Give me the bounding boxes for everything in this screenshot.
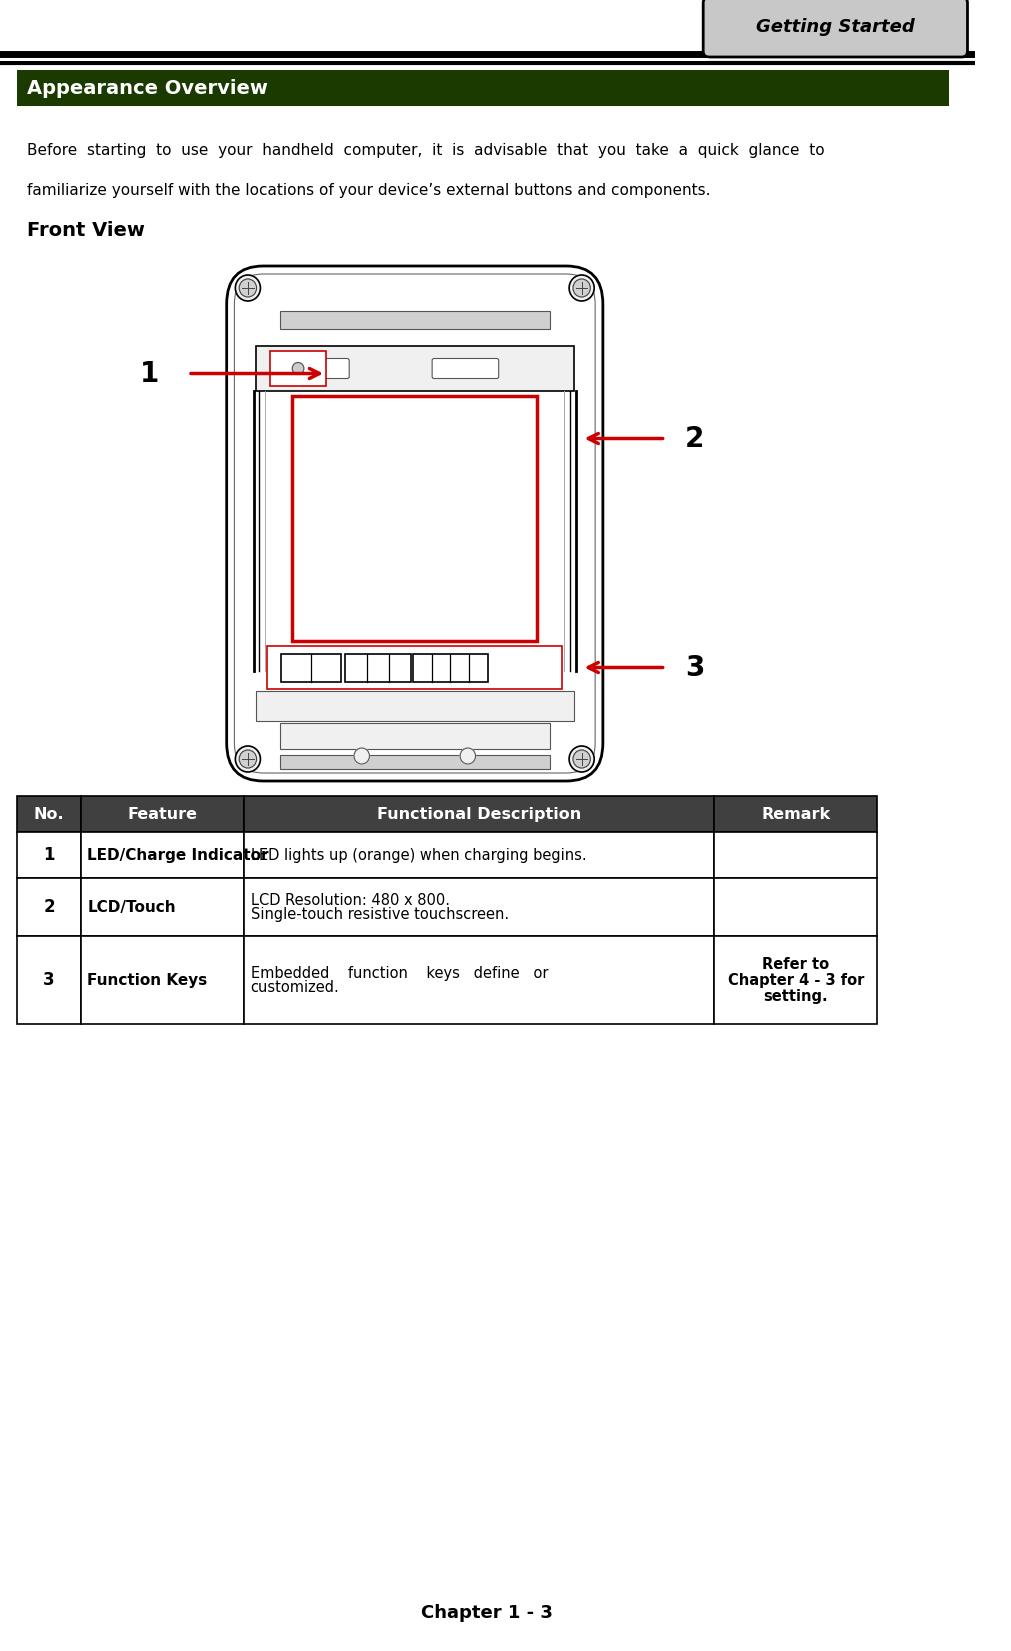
- Bar: [281, 654, 341, 682]
- Bar: [256, 347, 574, 391]
- Text: Chapter 4 - 3 for: Chapter 4 - 3 for: [728, 972, 864, 987]
- Circle shape: [236, 276, 261, 300]
- Circle shape: [236, 746, 261, 773]
- Bar: [715, 936, 878, 1024]
- Bar: [412, 654, 488, 682]
- Text: Chapter 1 - 3: Chapter 1 - 3: [422, 1605, 553, 1621]
- Circle shape: [569, 746, 594, 773]
- Bar: [715, 878, 878, 936]
- Bar: [81, 878, 244, 936]
- Bar: [244, 796, 715, 832]
- Circle shape: [240, 279, 257, 297]
- Bar: [346, 654, 410, 682]
- Circle shape: [354, 748, 369, 764]
- Text: Embedded    function    keys   define   or: Embedded function keys define or: [251, 966, 548, 981]
- Text: familiarize yourself with the locations of your device’s external buttons and co: familiarize yourself with the locations …: [27, 183, 711, 198]
- FancyBboxPatch shape: [226, 266, 603, 781]
- Text: LCD/Touch: LCD/Touch: [88, 900, 176, 915]
- Circle shape: [569, 276, 594, 300]
- FancyBboxPatch shape: [283, 358, 349, 378]
- FancyBboxPatch shape: [704, 0, 968, 58]
- Bar: [715, 832, 878, 878]
- Bar: [17, 796, 81, 832]
- Text: Functional Description: Functional Description: [377, 806, 581, 822]
- Text: Getting Started: Getting Started: [756, 18, 915, 36]
- Text: LED lights up (orange) when charging begins.: LED lights up (orange) when charging beg…: [251, 847, 586, 862]
- Circle shape: [573, 279, 590, 297]
- Text: Feature: Feature: [127, 806, 197, 822]
- Circle shape: [240, 750, 257, 768]
- Text: LED/Charge Indicator: LED/Charge Indicator: [88, 847, 269, 862]
- Bar: [244, 832, 715, 878]
- Text: 1: 1: [43, 845, 55, 863]
- Bar: [292, 396, 537, 641]
- Text: Remark: Remark: [761, 806, 830, 822]
- Bar: [280, 755, 550, 769]
- Bar: [280, 310, 550, 329]
- Text: Front View: Front View: [27, 221, 145, 239]
- Text: customized.: customized.: [251, 979, 340, 994]
- Bar: [280, 723, 550, 750]
- Bar: [244, 878, 715, 936]
- Text: LCD Resolution: 480 x 800.: LCD Resolution: 480 x 800.: [251, 893, 450, 908]
- Bar: [81, 936, 244, 1024]
- Bar: [81, 796, 244, 832]
- FancyBboxPatch shape: [432, 358, 498, 378]
- Bar: [17, 878, 81, 936]
- Text: Function Keys: Function Keys: [88, 972, 207, 987]
- Text: 1: 1: [140, 360, 159, 388]
- Text: Before  starting  to  use  your  handheld  computer,  it  is  advisable  that  y: Before starting to use your handheld com…: [27, 144, 825, 158]
- Bar: [17, 69, 949, 106]
- Bar: [256, 692, 574, 721]
- Text: 2: 2: [43, 898, 55, 916]
- Text: Refer to: Refer to: [762, 956, 829, 971]
- Bar: [81, 832, 244, 878]
- Text: No.: No.: [33, 806, 65, 822]
- Circle shape: [460, 748, 475, 764]
- Bar: [244, 936, 715, 1024]
- Text: setting.: setting.: [763, 989, 828, 1004]
- Bar: [267, 646, 562, 688]
- Bar: [17, 832, 81, 878]
- Text: 3: 3: [684, 654, 705, 682]
- Text: 3: 3: [43, 971, 55, 989]
- Bar: [715, 796, 878, 832]
- Text: Single-touch resistive touchscreen.: Single-touch resistive touchscreen.: [251, 906, 509, 921]
- Text: 2: 2: [684, 424, 705, 452]
- Circle shape: [292, 363, 304, 375]
- Text: Appearance Overview: Appearance Overview: [27, 79, 268, 97]
- Circle shape: [573, 750, 590, 768]
- Bar: [270, 352, 326, 386]
- Bar: [17, 936, 81, 1024]
